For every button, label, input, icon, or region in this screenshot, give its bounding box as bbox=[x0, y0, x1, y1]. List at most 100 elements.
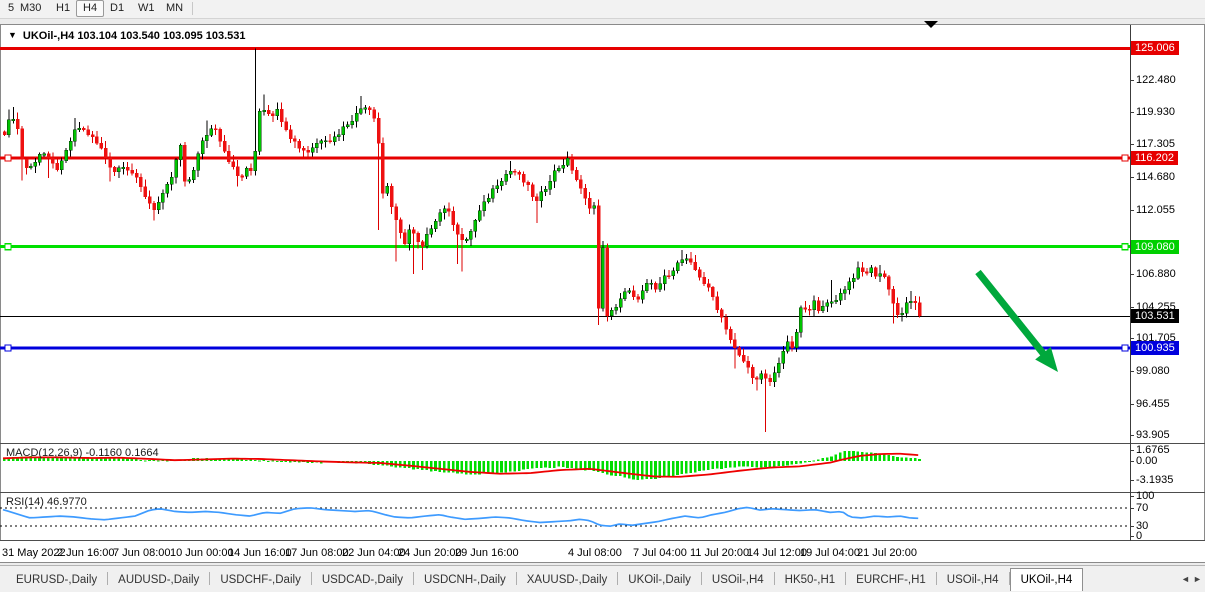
timeframe-button-m30[interactable]: M30 bbox=[20, 2, 42, 14]
candle-body bbox=[411, 229, 416, 234]
macd-histogram-bar bbox=[113, 457, 116, 461]
candlestick-chart[interactable] bbox=[0, 25, 1130, 443]
candle-body bbox=[785, 341, 790, 352]
macd-histogram-bar bbox=[531, 460, 534, 469]
macd-histogram-bar bbox=[271, 460, 274, 462]
timeframe-button-d1[interactable]: D1 bbox=[110, 2, 125, 14]
macd-histogram-bar bbox=[275, 460, 279, 462]
candle-body bbox=[521, 174, 526, 183]
symbol-tab-usoil-h4[interactable]: USOil-,H4 bbox=[946, 574, 999, 586]
line-anchor-handle[interactable] bbox=[4, 154, 12, 162]
macd-histogram-bar bbox=[755, 460, 758, 468]
candle-body bbox=[271, 113, 275, 117]
axis-tick bbox=[1130, 450, 1134, 452]
down-trend-arrow[interactable] bbox=[975, 269, 1050, 361]
symbol-tab-audusd-daily[interactable]: AUDUSD-,Daily bbox=[118, 574, 200, 586]
candle-body bbox=[222, 141, 227, 152]
macd-histogram-bar bbox=[447, 460, 450, 473]
candle-body bbox=[381, 143, 385, 194]
candle-body bbox=[293, 138, 297, 142]
chart-shift-marker-icon[interactable] bbox=[924, 21, 938, 28]
line-anchor-handle[interactable] bbox=[4, 242, 12, 251]
candle-body bbox=[530, 184, 535, 197]
macd-histogram-bar bbox=[126, 458, 129, 461]
candle-body bbox=[213, 128, 218, 131]
timeframe-button-5[interactable]: 5 bbox=[8, 2, 15, 14]
candle-body bbox=[130, 170, 134, 174]
candle-body bbox=[315, 142, 319, 149]
axis-tick bbox=[1130, 144, 1134, 146]
macd-histogram-bar bbox=[817, 459, 820, 461]
macd-histogram-bar bbox=[495, 460, 499, 473]
macd-histogram-bar bbox=[680, 460, 684, 475]
symbol-tab-hk50-h1[interactable]: HK50-,H1 bbox=[784, 574, 836, 586]
macd-histogram-bar bbox=[245, 460, 248, 462]
down-trend-arrowhead bbox=[1035, 347, 1058, 372]
line-anchor-handle[interactable] bbox=[1121, 344, 1129, 352]
candle-body bbox=[337, 134, 341, 138]
candle-body bbox=[37, 154, 42, 163]
macd-histogram-bar bbox=[289, 460, 292, 463]
candle-body bbox=[438, 212, 442, 222]
candle-body bbox=[55, 163, 60, 170]
candle-body bbox=[917, 302, 922, 316]
symbol-tab-eurusd-daily[interactable]: EURUSD-,Daily bbox=[16, 574, 98, 586]
symbol-tab-xauusd-daily[interactable]: XAUUSD-,Daily bbox=[526, 574, 608, 586]
time-axis-label: 24 Jun 20:00 bbox=[398, 547, 462, 559]
macd-axis-label: 0.00 bbox=[1136, 454, 1158, 467]
candle-body bbox=[15, 118, 20, 130]
macd-histogram-bar bbox=[513, 460, 516, 472]
macd-histogram-bar bbox=[627, 460, 631, 479]
candle-body bbox=[156, 202, 161, 211]
macd-histogram-bar bbox=[91, 457, 94, 461]
candle-body bbox=[675, 262, 680, 272]
candle-body bbox=[816, 300, 821, 311]
timeframe-button-h4[interactable]: H4 bbox=[76, 0, 105, 17]
symbol-tab-eurchf-h1[interactable]: EURCHF-,H1 bbox=[856, 574, 926, 586]
symbol-tab-ukoil-h4[interactable]: UKOil-,H4 bbox=[1009, 568, 1084, 591]
tab-scroll-right-icon[interactable]: ► bbox=[1193, 574, 1202, 584]
candle-body bbox=[323, 140, 328, 143]
candle-body bbox=[244, 168, 249, 177]
candle-body bbox=[341, 126, 346, 135]
macd-histogram-bar bbox=[852, 451, 855, 461]
line-anchor-handle[interactable] bbox=[4, 344, 12, 352]
candle-body bbox=[306, 149, 310, 153]
timeframe-button-mn[interactable]: MN bbox=[166, 2, 184, 14]
time-axis[interactable]: 31 May 2022 2 Jun 16:00 7 Jun 08:00 10 Jun … bbox=[0, 541, 1205, 562]
macd-histogram-bar bbox=[258, 460, 261, 462]
timeframe-button-h1[interactable]: H1 bbox=[56, 2, 71, 14]
macd-histogram-bar bbox=[671, 460, 675, 477]
candle-body bbox=[433, 220, 438, 230]
price-level-badge: 109.080 bbox=[1131, 239, 1179, 254]
candle-body bbox=[702, 276, 706, 284]
macd-histogram-bar bbox=[610, 460, 613, 476]
symbol-tab-usdcad-daily[interactable]: USDCAD-,Daily bbox=[321, 574, 403, 586]
line-anchor-handle[interactable] bbox=[1121, 242, 1129, 251]
macd-histogram-bar bbox=[649, 460, 653, 480]
axis-tick bbox=[1130, 480, 1134, 482]
candle-body bbox=[112, 167, 117, 173]
candle-body bbox=[570, 158, 574, 171]
macd-histogram-bar bbox=[451, 460, 455, 473]
candle-body bbox=[513, 170, 517, 173]
candle-body bbox=[81, 128, 86, 131]
symbol-tab-ukoil-daily[interactable]: UKOil-,Daily bbox=[628, 574, 691, 586]
symbol-tab-usdchf-daily[interactable]: USDCHF-,Daily bbox=[220, 574, 301, 586]
symbol-tab-usoil-h4[interactable]: USOil-,H4 bbox=[711, 574, 764, 586]
macd-histogram-bar bbox=[619, 460, 622, 477]
timeframe-button-w1[interactable]: W1 bbox=[138, 2, 155, 14]
macd-indicator-panel[interactable] bbox=[0, 444, 1130, 492]
tab-scroll-left-icon[interactable]: ◄ bbox=[1181, 574, 1190, 584]
candle-body bbox=[209, 128, 214, 136]
axis-tick bbox=[1130, 403, 1134, 405]
macd-histogram-bar bbox=[143, 460, 147, 462]
rsi-indicator-panel[interactable] bbox=[0, 493, 1130, 540]
macd-histogram-bar bbox=[47, 456, 50, 461]
macd-histogram-bar bbox=[605, 460, 609, 475]
symbol-tab-usdcnh-daily[interactable]: USDCNH-,Daily bbox=[423, 574, 506, 586]
line-anchor-handle[interactable] bbox=[1121, 154, 1129, 162]
candle-body bbox=[231, 161, 236, 168]
macd-histogram-bar bbox=[117, 458, 120, 461]
candle-body bbox=[266, 110, 271, 114]
